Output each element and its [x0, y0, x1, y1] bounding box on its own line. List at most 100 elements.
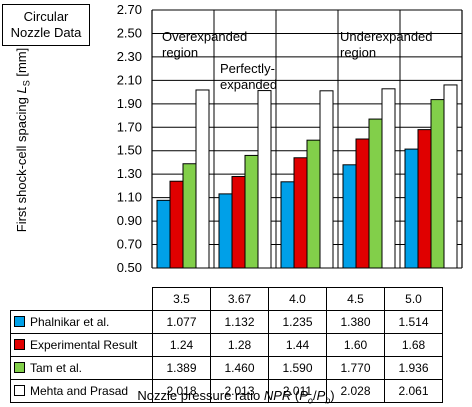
x-label-main: Nozzle pressure ratio	[137, 388, 264, 403]
perfectly-line-1: Perfectly-	[220, 61, 275, 76]
x-label-open: (	[291, 388, 300, 403]
x-axis-label: Nozzle pressure ratio NPR (Po/Pb)	[0, 388, 472, 406]
value-cell: 1.590	[268, 356, 327, 380]
series-name-cell: Experimental Result	[10, 333, 153, 357]
x-label-close: )	[330, 388, 335, 403]
overexpanded-line-1: Overexpanded	[162, 29, 248, 44]
x-label-slash: /	[312, 388, 317, 403]
bar	[280, 181, 295, 269]
value-cell: 1.28	[210, 333, 269, 357]
y-tick-label: 0.70	[117, 237, 142, 252]
value-cell: 1.770	[326, 356, 385, 380]
table-row: Phalnikar et al. 1.077 1.132 1.235 1.380…	[10, 310, 443, 334]
overexpanded-annotation: Overexpanded region	[162, 29, 247, 61]
data-table: 3.5 3.67 4.0 4.5 5.0 Phalnikar et al. 1.…	[10, 287, 443, 403]
bar	[404, 148, 419, 269]
value-cell: 1.077	[152, 310, 211, 334]
category-cell: 3.67	[210, 287, 269, 311]
perfectly-expanded-annotation: Perfectly- expanded	[220, 61, 277, 93]
bar	[293, 157, 308, 269]
nozzle-data-box: Circular Nozzle Data	[2, 4, 90, 46]
bar	[381, 88, 396, 269]
y-tick-label: 1.50	[117, 143, 142, 158]
bar	[430, 99, 445, 269]
category-cell: 5.0	[384, 287, 443, 311]
x-label-num-sub: o	[307, 395, 313, 406]
value-cell: 1.936	[384, 356, 443, 380]
value-cell: 1.460	[210, 356, 269, 380]
value-cell: 2.013	[210, 379, 269, 403]
value-cell: 2.018	[152, 379, 211, 403]
value-cell: 1.68	[384, 333, 443, 357]
value-cell: 1.514	[384, 310, 443, 334]
table-row: Mehta and Prasad 2.018 2.013 2.011 2.028…	[10, 379, 443, 403]
y-tick-label: 0.50	[117, 260, 142, 275]
category-cell: 3.5	[152, 287, 211, 311]
bar	[257, 90, 272, 269]
value-cell: 1.132	[210, 310, 269, 334]
y-label-sub: S	[21, 80, 32, 87]
bar	[195, 89, 210, 269]
legend-swatch	[14, 362, 25, 373]
y-axis-label: First shock-cell spacing LS [mm]	[14, 20, 32, 260]
bar	[231, 176, 246, 269]
box-line-1: Circular	[23, 9, 69, 24]
legend-swatch	[14, 316, 25, 327]
value-cell: 1.389	[152, 356, 211, 380]
underexpanded-line-2: region	[340, 45, 377, 60]
bar	[417, 129, 432, 269]
x-label-var: NPR	[263, 388, 292, 403]
series-name: Mehta and Prasad	[30, 384, 129, 398]
bar	[182, 163, 197, 269]
series-name: Experimental Result	[30, 338, 138, 352]
bar	[218, 193, 233, 269]
bar	[244, 154, 259, 269]
bar	[443, 84, 458, 269]
legend-swatch	[14, 339, 25, 350]
y-label-main: First shock-cell spacing	[14, 93, 29, 233]
bar	[368, 118, 383, 269]
y-tick-label: 2.70	[117, 2, 142, 17]
y-tick-label: 0.90	[117, 213, 142, 228]
y-tick-label: 1.30	[117, 166, 142, 181]
bar	[306, 139, 321, 269]
y-label-unit: [mm]	[14, 47, 29, 81]
value-cell: 2.011	[268, 379, 327, 403]
table-row: Experimental Result 1.24 1.28 1.44 1.60 …	[10, 333, 443, 357]
value-cell: 1.24	[152, 333, 211, 357]
series-name-cell: Mehta and Prasad	[10, 379, 153, 403]
underexpanded-line-1: Underexpanded	[340, 29, 433, 44]
y-tick-label: 2.50	[117, 25, 142, 40]
bar	[319, 90, 334, 269]
box-line-2: Nozzle Data	[10, 25, 82, 40]
value-cell: 2.061	[384, 379, 443, 403]
category-cell: 4.5	[326, 287, 385, 311]
y-tick-label: 1.90	[117, 96, 142, 111]
value-cell: 2.028	[326, 379, 385, 403]
y-tick-label: 1.10	[117, 190, 142, 205]
x-label-num: P	[299, 388, 308, 403]
table-row: Tam et al. 1.389 1.460 1.590 1.770 1.936	[10, 356, 443, 380]
y-tick-label: 2.30	[117, 49, 142, 64]
blank-cell	[11, 288, 153, 311]
category-row: 3.5 3.67 4.0 4.5 5.0	[11, 287, 443, 311]
y-tick-label: 2.10	[117, 72, 142, 87]
y-tick-label: 1.70	[117, 119, 142, 134]
overexpanded-line-2: region	[162, 45, 199, 60]
x-label-den-sub: b	[325, 395, 331, 406]
value-cell: 1.60	[326, 333, 385, 357]
bar	[169, 180, 184, 269]
series-name: Tam et al.	[30, 361, 83, 375]
bar	[342, 164, 357, 269]
value-cell: 1.380	[326, 310, 385, 334]
y-label-var: L	[14, 86, 29, 94]
value-cell: 1.44	[268, 333, 327, 357]
underexpanded-annotation: Underexpanded region	[340, 29, 433, 61]
bar	[156, 199, 171, 269]
category-cell: 4.0	[268, 287, 327, 311]
perfectly-line-2: expanded	[220, 77, 278, 92]
series-name-cell: Tam et al.	[10, 356, 153, 380]
x-label-den: P	[316, 388, 326, 403]
legend-swatch	[14, 385, 25, 396]
